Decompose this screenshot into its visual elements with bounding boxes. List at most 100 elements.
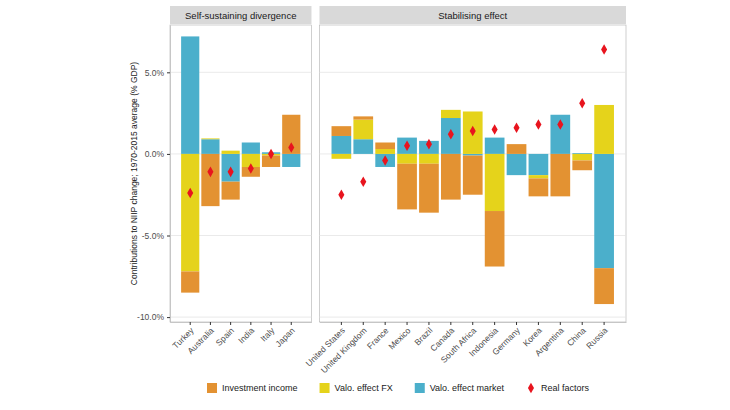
strip: [170, 6, 311, 24]
x-tick-mark: [516, 322, 517, 325]
y-tick-mark: [167, 154, 170, 155]
bar-segment: [529, 178, 549, 196]
point: [448, 129, 454, 140]
y-tick: 5.0%: [145, 68, 170, 78]
legend-key: [207, 383, 217, 393]
x-tick-mark: [604, 322, 605, 325]
x-tick: Japan: [273, 322, 297, 349]
y-tick: -5.0%: [142, 231, 170, 241]
legend-label: Real factors: [541, 383, 590, 393]
y-tick-mark: [167, 236, 170, 237]
x-tick-label: Mexico: [386, 325, 412, 351]
point: [360, 176, 366, 187]
bar-segment: [572, 160, 592, 170]
bar-segment: [181, 154, 199, 271]
bar-segment: [594, 268, 614, 304]
x-tick-label: Australia: [185, 325, 216, 356]
x-tick-label: United Kingdom: [319, 325, 369, 375]
panel-frame: [319, 25, 626, 322]
x-tick-mark: [538, 322, 539, 325]
x-tick-label: France: [365, 325, 391, 351]
bar-segment: [529, 154, 549, 175]
y-tick-label: -5.0%: [142, 231, 165, 241]
point: [288, 142, 294, 153]
legend-item: Investment income: [207, 383, 298, 393]
x-tick-label: India: [236, 325, 256, 345]
x-tick: Russia: [584, 322, 610, 351]
bar-segment: [332, 154, 352, 159]
y-tick: 0.0%: [145, 149, 170, 159]
y-tick-label: 0.0%: [145, 149, 165, 159]
bar-segment: [441, 154, 461, 200]
marks: [181, 36, 300, 292]
y-axis: -10.0% -5.0% 0.0% 5.0%: [137, 26, 170, 323]
bar-segment: [242, 142, 260, 153]
legend-label: Valo. effect market: [430, 383, 505, 393]
x-tick: India: [236, 322, 256, 345]
bar-segment: [332, 136, 352, 154]
chart: Self-sustaining divergenceTurkeyAustrali…: [0, 0, 730, 410]
legend-label: Valo. effect FX: [335, 383, 393, 393]
legend: Investment income Valo. effect FX Valo. ef…: [207, 383, 589, 394]
bar-segment: [332, 126, 352, 136]
point: [426, 139, 432, 150]
grid-line: [319, 235, 626, 236]
bar-segment: [201, 154, 219, 206]
bar-segment: [441, 110, 461, 118]
x-axis-line: [171, 322, 312, 323]
point: [557, 119, 563, 130]
strip: [319, 6, 626, 24]
bar-segment: [282, 154, 300, 167]
legend-item: Real factors: [528, 383, 590, 394]
legend-key: [320, 383, 330, 393]
x-tick-mark: [494, 322, 495, 325]
legend-key: [415, 383, 425, 393]
bar-segment: [222, 182, 240, 200]
point: [248, 163, 254, 174]
point: [579, 98, 585, 109]
point: [207, 167, 213, 178]
bar-segment: [353, 139, 373, 154]
bar-segment: [201, 138, 219, 140]
legend-item: Valo. effect market: [415, 383, 505, 393]
x-tick-mark: [291, 322, 292, 325]
x-tick-mark: [363, 322, 364, 325]
bar-segment: [550, 114, 570, 115]
x-tick-label: Argentina: [533, 325, 566, 358]
bar-segment: [375, 154, 395, 167]
x-tick-mark: [230, 322, 231, 325]
x-tick-mark: [250, 322, 251, 325]
bar-segment: [550, 115, 570, 154]
x-tick-mark: [560, 322, 561, 325]
bar-segment: [201, 139, 219, 154]
bar-segment: [463, 111, 483, 153]
point: [535, 119, 541, 130]
x-tick-mark: [582, 322, 583, 325]
x-tick-mark: [341, 322, 342, 325]
strip-title: Stabilising effect: [438, 10, 507, 21]
bar-segment: [375, 149, 395, 154]
x-tick: Germany: [490, 322, 522, 357]
x-tick-mark: [472, 322, 473, 325]
bar-segment: [507, 154, 527, 175]
x-tick-mark: [210, 322, 211, 325]
x-tick: United Kingdom: [319, 322, 369, 375]
bar-segment: [397, 164, 417, 210]
bar-segment: [463, 154, 483, 156]
y-tick-label: -10.0%: [137, 312, 164, 322]
x-tick-mark: [385, 322, 386, 325]
point: [470, 126, 476, 137]
x-tick: France: [365, 322, 391, 351]
point: [513, 123, 519, 134]
x-tick-mark: [407, 322, 408, 325]
x-tick: Argentina: [533, 322, 566, 358]
point: [268, 149, 274, 160]
x-tick-label: Russia: [584, 325, 610, 351]
x-tick-label: Germany: [490, 325, 522, 357]
panel-frame: [170, 25, 311, 322]
bar-segment: [594, 154, 614, 268]
point: [187, 188, 193, 199]
bar-segment: [353, 120, 373, 140]
strip-title: Self-sustaining divergence: [185, 10, 296, 21]
bar-segment: [463, 156, 483, 195]
